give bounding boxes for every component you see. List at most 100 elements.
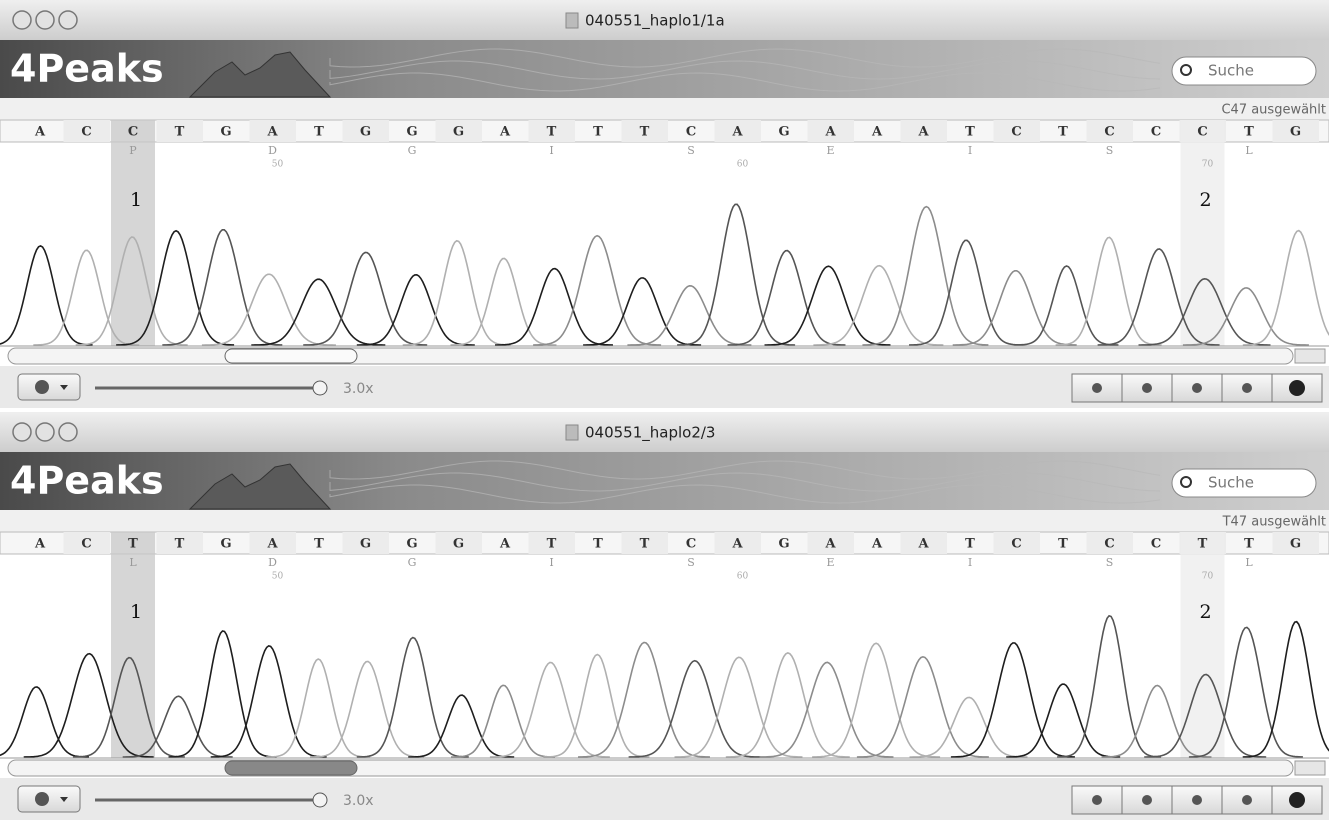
window-button[interactable]: [13, 423, 31, 441]
gear-icon: [35, 792, 49, 806]
window-title: 040551_haplo2/3: [585, 424, 715, 443]
base-call: G: [406, 537, 417, 552]
base-call: T: [1244, 537, 1254, 552]
position-number: 70: [1202, 160, 1214, 170]
amino-acid: L: [129, 556, 137, 569]
base-call: G: [360, 537, 371, 552]
zoom-knob[interactable]: [313, 793, 327, 807]
tool-icon: [1242, 383, 1252, 393]
document-icon: [566, 13, 578, 28]
zoom-knob[interactable]: [313, 381, 327, 395]
window-button[interactable]: [59, 11, 77, 29]
gear-icon: [35, 380, 49, 394]
base-call: T: [547, 125, 557, 140]
base-call: T: [175, 537, 185, 552]
scroll-track: [8, 348, 1293, 364]
base-call: G: [220, 125, 231, 140]
base-call: C: [686, 125, 696, 140]
position-number: 70: [1202, 572, 1214, 582]
document-icon: [566, 425, 578, 440]
base-call: G: [220, 537, 231, 552]
base-call: C: [81, 125, 91, 140]
base-call: A: [871, 125, 883, 140]
app-window: 040551_haplo2/3 4Peaks Suche T47 ausgewählt…: [0, 412, 1329, 820]
window-button[interactable]: [13, 11, 31, 29]
amino-acid: G: [408, 144, 417, 157]
tool-icon: [1289, 792, 1305, 808]
base-call: T: [1058, 537, 1068, 552]
base-call: C: [1104, 537, 1114, 552]
base-call: G: [453, 125, 464, 140]
base-call: A: [499, 537, 511, 552]
base-call: T: [1058, 125, 1068, 140]
tool-icon: [1192, 383, 1202, 393]
zoom-label: 3.0x: [343, 381, 374, 397]
base-call: T: [965, 537, 975, 552]
column-highlight: [1181, 120, 1225, 346]
base-call: C: [1104, 125, 1114, 140]
position-number: 60: [737, 572, 749, 582]
column-highlight: [1181, 532, 1225, 758]
site-marker: 2: [1199, 601, 1211, 623]
site-marker: 1: [130, 601, 142, 623]
tool-icon: [1092, 795, 1102, 805]
base-call: T: [314, 537, 324, 552]
window-button[interactable]: [36, 11, 54, 29]
amino-acid: E: [826, 144, 834, 157]
base-call: T: [965, 125, 975, 140]
base-call: T: [175, 125, 185, 140]
selection-status: T47 ausgewählt: [1222, 515, 1326, 530]
site-marker: 1: [130, 189, 142, 211]
base-call: A: [34, 537, 46, 552]
search-placeholder: Suche: [1208, 62, 1254, 80]
amino-acid: I: [968, 556, 972, 569]
base-call: G: [1290, 125, 1301, 140]
position-number: 50: [272, 160, 284, 170]
base-call: A: [731, 537, 743, 552]
base-call: A: [824, 125, 836, 140]
app-name: 4Peaks: [10, 47, 164, 91]
window-button[interactable]: [36, 423, 54, 441]
base-call: G: [406, 125, 417, 140]
status-bar: [0, 98, 1329, 120]
amino-acid: D: [268, 144, 277, 157]
app-window: 040551_haplo1/1a 4Peaks Suche C47 ausgewähl…: [0, 0, 1329, 408]
amino-acid: S: [1106, 144, 1114, 157]
base-call: A: [34, 125, 46, 140]
scroll-arrows[interactable]: [1295, 761, 1325, 775]
base-call: C: [1151, 537, 1161, 552]
base-call: A: [731, 125, 743, 140]
base-call: C: [1011, 125, 1021, 140]
window-button[interactable]: [59, 423, 77, 441]
base-call: C: [128, 125, 138, 140]
amino-acid: E: [826, 556, 834, 569]
base-call: T: [1198, 537, 1208, 552]
base-call: G: [1290, 537, 1301, 552]
amino-acid: I: [968, 144, 972, 157]
scroll-arrows[interactable]: [1295, 349, 1325, 363]
amino-acid: S: [1106, 556, 1114, 569]
position-number: 50: [272, 572, 284, 582]
screen: 040551_haplo1/1a 4Peaks Suche C47 ausgewähl…: [0, 0, 1329, 820]
search-placeholder: Suche: [1208, 474, 1254, 492]
scroll-thumb[interactable]: [225, 761, 357, 775]
base-call: G: [778, 537, 789, 552]
base-call: G: [778, 125, 789, 140]
amino-acid: D: [268, 556, 277, 569]
zoom-label: 3.0x: [343, 793, 374, 809]
page: 040551_haplo1/1a 4Peaks Suche C47 ausgewähl…: [0, 0, 1329, 820]
amino-acid: L: [1245, 556, 1253, 569]
site-marker: 2: [1199, 189, 1211, 211]
base-call: T: [547, 537, 557, 552]
tool-icon: [1192, 795, 1202, 805]
scroll-thumb[interactable]: [225, 349, 357, 363]
base-call: G: [453, 537, 464, 552]
selection-status: C47 ausgewählt: [1221, 103, 1326, 118]
base-call: T: [593, 125, 603, 140]
base-call: C: [1011, 537, 1021, 552]
window-title: 040551_haplo1/1a: [585, 12, 725, 31]
tool-icon: [1142, 383, 1152, 393]
app-name: 4Peaks: [10, 459, 164, 503]
base-call: A: [824, 537, 836, 552]
tool-icon: [1289, 380, 1305, 396]
